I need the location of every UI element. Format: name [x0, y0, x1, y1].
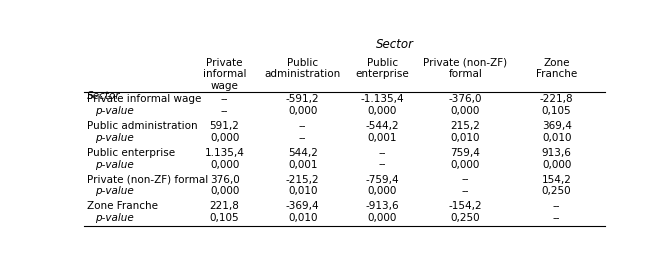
Text: --: -- [553, 213, 560, 223]
Text: 0,105: 0,105 [210, 213, 239, 223]
Text: 215,2: 215,2 [450, 121, 480, 131]
Text: 1.135,4: 1.135,4 [205, 148, 245, 158]
Text: 0,000: 0,000 [368, 186, 397, 196]
Text: 0,105: 0,105 [542, 106, 571, 116]
Text: 913,6: 913,6 [542, 148, 572, 158]
Text: 544,2: 544,2 [288, 148, 318, 158]
Text: -759,4: -759,4 [366, 175, 399, 185]
Text: 0,000: 0,000 [288, 106, 317, 116]
Text: 0,000: 0,000 [542, 160, 571, 170]
Text: --: -- [299, 133, 306, 143]
Text: 0,250: 0,250 [542, 186, 571, 196]
Text: 0,000: 0,000 [210, 186, 239, 196]
Text: 369,4: 369,4 [542, 121, 572, 131]
Text: Public enterprise: Public enterprise [87, 148, 175, 158]
Text: 0,000: 0,000 [368, 213, 397, 223]
Text: 154,2: 154,2 [542, 175, 572, 185]
Text: Private informal wage: Private informal wage [87, 94, 201, 104]
Text: p-value: p-value [95, 133, 134, 143]
Text: 0,000: 0,000 [210, 133, 239, 143]
Text: -376,0: -376,0 [449, 94, 482, 104]
Text: -544,2: -544,2 [366, 121, 399, 131]
Text: p-value: p-value [95, 160, 134, 170]
Text: Public
enterprise: Public enterprise [355, 58, 409, 79]
Text: 0,010: 0,010 [288, 213, 317, 223]
Text: -221,8: -221,8 [540, 94, 573, 104]
Text: 0,010: 0,010 [451, 133, 480, 143]
Text: --: -- [221, 106, 228, 116]
Text: 759,4: 759,4 [450, 148, 480, 158]
Text: --: -- [462, 175, 469, 185]
Text: Sector: Sector [87, 91, 120, 101]
Text: 0,001: 0,001 [288, 160, 317, 170]
Text: -913,6: -913,6 [366, 201, 399, 211]
Text: Private (non-ZF) formal: Private (non-ZF) formal [87, 175, 208, 185]
Text: 221,8: 221,8 [210, 201, 239, 211]
Text: 0,000: 0,000 [368, 106, 397, 116]
Text: Private (non-ZF)
formal: Private (non-ZF) formal [423, 58, 507, 79]
Text: Public
administration: Public administration [265, 58, 341, 79]
Text: --: -- [553, 201, 560, 211]
Text: 0,000: 0,000 [451, 160, 480, 170]
Text: Zone
Franche: Zone Franche [536, 58, 577, 79]
Text: 0,001: 0,001 [368, 133, 397, 143]
Text: --: -- [462, 186, 469, 196]
Text: p-value: p-value [95, 186, 134, 196]
Text: --: -- [299, 121, 306, 131]
Text: 0,250: 0,250 [451, 213, 480, 223]
Text: p-value: p-value [95, 213, 134, 223]
Text: -154,2: -154,2 [449, 201, 482, 211]
Text: --: -- [378, 160, 386, 170]
Text: Zone Franche: Zone Franche [87, 201, 158, 211]
Text: -591,2: -591,2 [286, 94, 320, 104]
Text: --: -- [221, 94, 228, 104]
Text: -369,4: -369,4 [286, 201, 320, 211]
Text: -1.135,4: -1.135,4 [360, 94, 404, 104]
Text: 376,0: 376,0 [210, 175, 239, 185]
Text: 0,000: 0,000 [451, 106, 480, 116]
Text: Sector: Sector [376, 38, 414, 51]
Text: 0,010: 0,010 [542, 133, 571, 143]
Text: -215,2: -215,2 [286, 175, 320, 185]
Text: Private
informal
wage: Private informal wage [203, 58, 247, 91]
Text: 0,000: 0,000 [210, 160, 239, 170]
Text: Public administration: Public administration [87, 121, 197, 131]
Text: 0,010: 0,010 [288, 186, 317, 196]
Text: --: -- [378, 148, 386, 158]
Text: 591,2: 591,2 [210, 121, 239, 131]
Text: p-value: p-value [95, 106, 134, 116]
